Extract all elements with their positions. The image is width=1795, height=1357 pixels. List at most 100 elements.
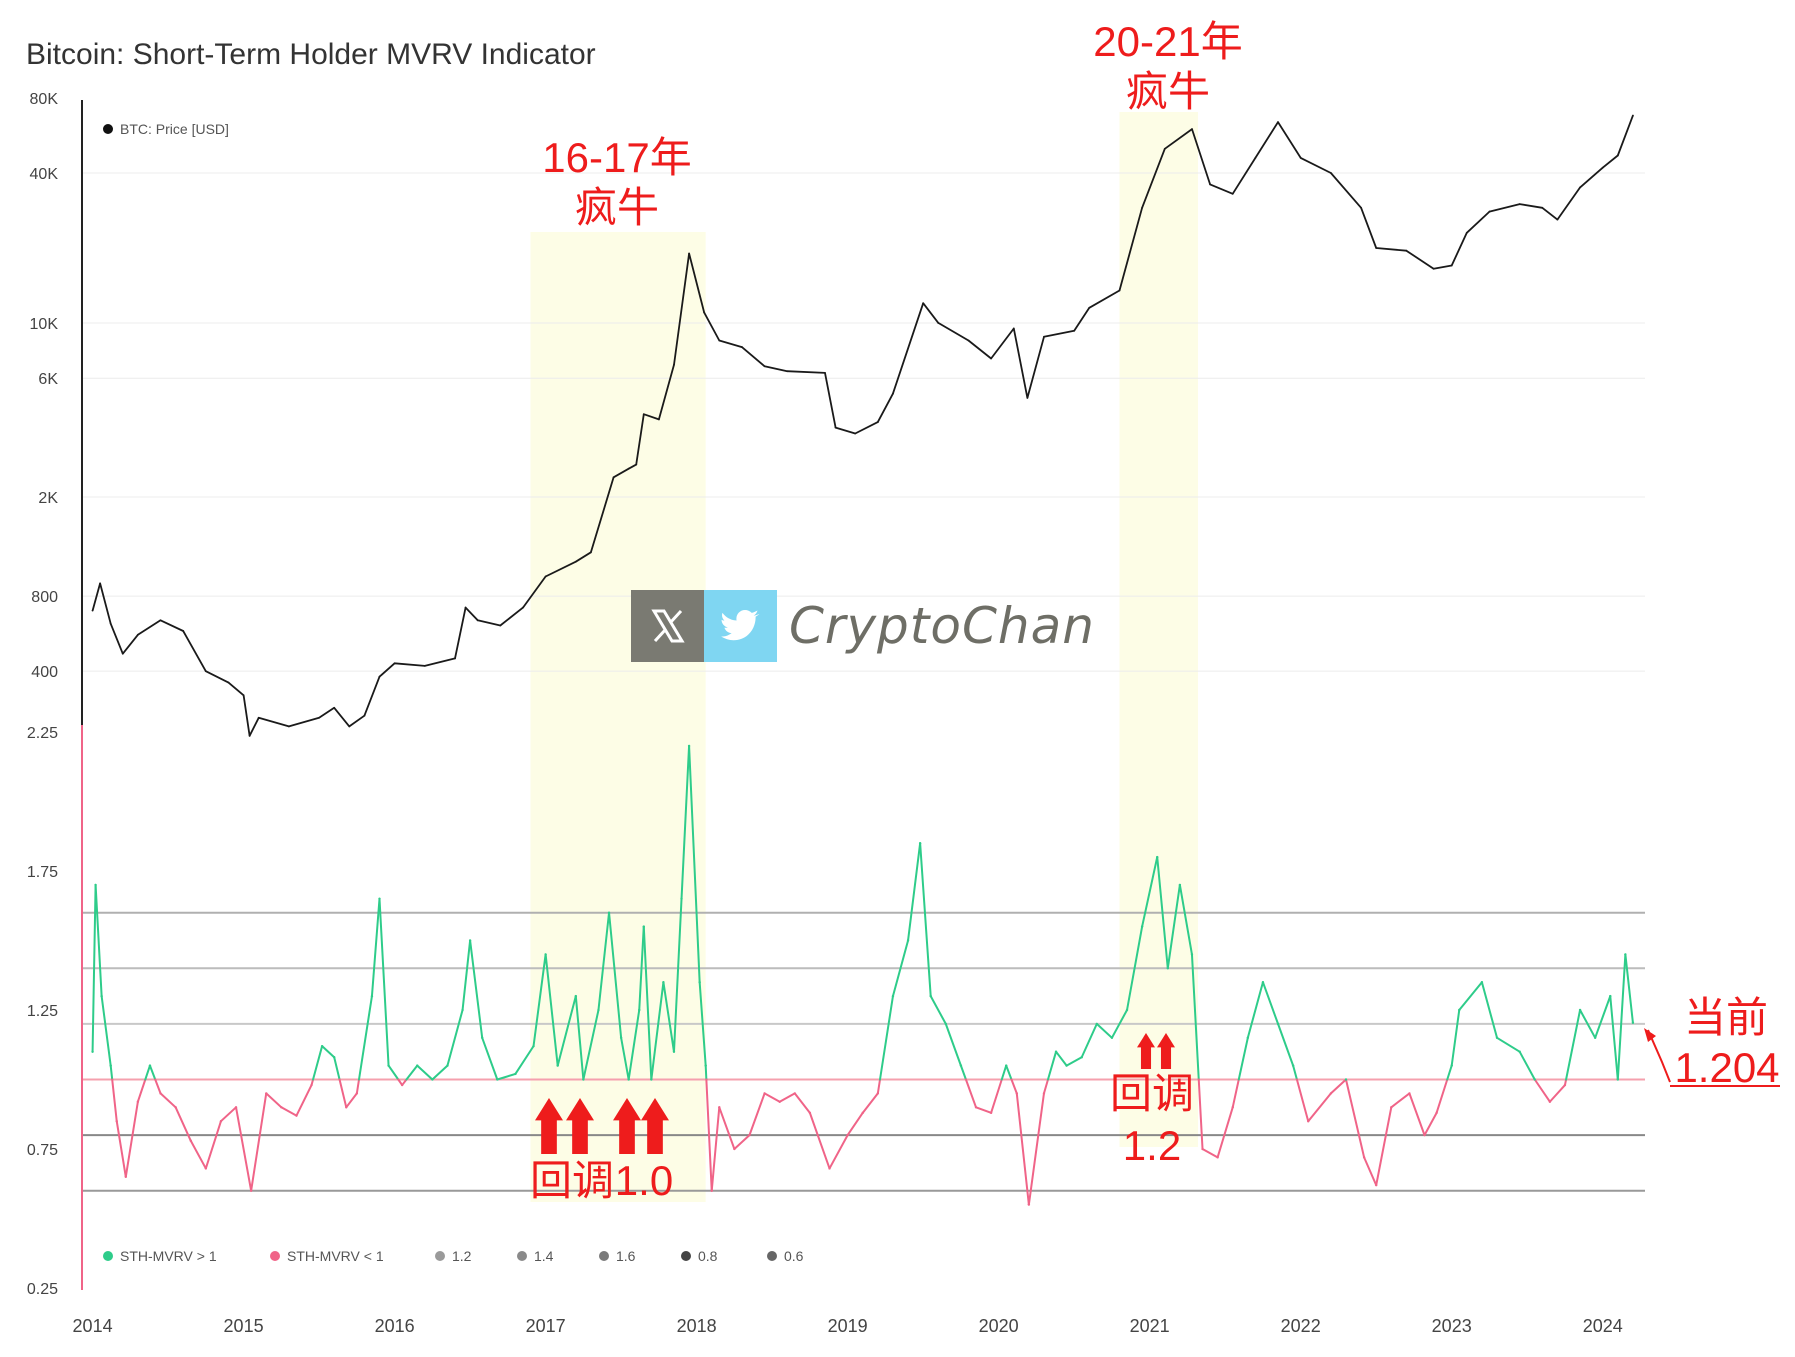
- price-point: [454, 657, 456, 660]
- mvrv-segment-below: [1197, 1078, 1204, 1150]
- mvrv-point: [1291, 1064, 1295, 1067]
- mvrv-segment-below: [1027, 1092, 1045, 1206]
- mvrv-reference-lines: [82, 911, 1645, 1192]
- mvrv-segment-above: [1156, 856, 1169, 970]
- mvrv-point: [1609, 994, 1612, 998]
- price-point: [741, 346, 743, 348]
- mvrv-segment-above: [1450, 1009, 1461, 1067]
- mvrv-segment-above: [321, 1045, 336, 1059]
- price-tick-label: 80K: [30, 91, 59, 108]
- mvrv-legend-label: 1.2: [452, 1248, 472, 1264]
- mvrv-segment-above: [1446, 1064, 1453, 1081]
- price-point: [590, 551, 592, 554]
- mvrv-segment-above: [698, 981, 707, 1067]
- price-point: [1088, 306, 1091, 309]
- mvrv-point: [582, 1078, 585, 1081]
- mvrv-point: [1563, 1083, 1567, 1087]
- mvrv-point: [861, 1111, 864, 1115]
- x-tick-label: 2021: [1130, 1316, 1170, 1336]
- price-point: [159, 619, 162, 622]
- mvrv-point: [1480, 981, 1484, 984]
- mvrv-segment-below: [763, 1092, 781, 1103]
- mvrv-segment-below: [1548, 1084, 1566, 1103]
- mvrv-segment-above: [879, 995, 894, 1081]
- mvrv-point: [174, 1106, 177, 1109]
- mvrv-segment-above: [387, 1064, 400, 1081]
- mvrv-point: [556, 1064, 559, 1067]
- mvrv-point: [204, 1167, 208, 1170]
- bull-label-2017-sub: 疯牛: [575, 184, 659, 231]
- mvrv-segment-above: [907, 842, 922, 942]
- mvrv-segment-below: [1533, 1078, 1551, 1103]
- price-point: [1601, 166, 1604, 169]
- mvrv-point: [763, 1092, 766, 1095]
- mvrv-point: [944, 1022, 948, 1026]
- current-label: 当前: [1684, 994, 1768, 1041]
- mvrv-segment-below: [136, 1078, 147, 1103]
- price-gridlines: [82, 172, 1645, 672]
- price-point: [657, 418, 660, 421]
- pullback-arrow: [1157, 1033, 1175, 1069]
- mvrv-point: [1390, 1106, 1393, 1109]
- mvrv-legend-label: STH-MVRV > 1: [120, 1248, 217, 1264]
- price-point: [1163, 147, 1166, 150]
- mvrv-segment-above: [378, 897, 390, 1067]
- mvrv-point: [1495, 1036, 1499, 1040]
- mvrv-point: [159, 1092, 162, 1095]
- price-point: [1541, 206, 1544, 209]
- mvrv-point: [468, 939, 472, 942]
- mvrv-point: [1450, 1064, 1453, 1067]
- mvrv-point: [1593, 1036, 1597, 1040]
- mvrv-segment-below: [828, 1134, 849, 1170]
- mvrv-segment-above: [1065, 1056, 1083, 1067]
- mvrv-point: [929, 994, 932, 998]
- mvrv-segment-above: [1292, 1064, 1298, 1081]
- price-point: [786, 370, 789, 373]
- mvrv-segment-below: [846, 1111, 864, 1137]
- price-tick-label: 40K: [30, 166, 59, 183]
- legend-dot: [767, 1251, 777, 1261]
- price-point: [1329, 172, 1332, 174]
- mvrv-point: [1201, 1147, 1204, 1151]
- mvrv-segment-above: [1190, 953, 1200, 1081]
- mvrv-point: [1261, 981, 1265, 984]
- mvrv-segment-above: [556, 995, 577, 1067]
- mvrv-segment-above: [416, 1064, 434, 1081]
- mvrv-point: [1307, 1120, 1310, 1123]
- mvrv-point: [345, 1106, 348, 1109]
- bull-highlights: [530, 112, 1198, 1202]
- mvrv-tick-label: 2.25: [27, 725, 58, 742]
- mvrv-segment-above: [891, 939, 910, 998]
- price-point: [182, 630, 185, 632]
- mvrv-segment-below: [280, 1106, 298, 1117]
- mvrv-point: [387, 1064, 390, 1067]
- mvrv-point: [1005, 1064, 1008, 1067]
- price-point: [673, 363, 675, 366]
- mvrv-point: [1533, 1078, 1536, 1081]
- mvrv-segment-below: [1344, 1078, 1366, 1159]
- mvrv-point: [1095, 1022, 1099, 1026]
- mvrv-segment-above: [370, 897, 381, 998]
- mvrv-point: [124, 1175, 127, 1179]
- mvrv-point: [1080, 1056, 1083, 1059]
- legends: BTC: Price [USD] STH-MVRV > 1 STH-MVRV < 1…: [103, 121, 804, 1264]
- bull-label-2017: 16-17年: [542, 134, 691, 181]
- mvrv-segment-above: [944, 1022, 962, 1067]
- mvrv-segment-below: [705, 1078, 713, 1192]
- bull-label-2021-sub: 疯牛: [1126, 68, 1210, 115]
- mvrv-segment-above: [148, 1064, 157, 1081]
- price-point: [1360, 206, 1362, 209]
- mvrv-point: [332, 1056, 336, 1059]
- mvrv-point: [642, 925, 645, 928]
- x-tick-label: 2018: [677, 1316, 717, 1336]
- x-tick-label: 2024: [1583, 1316, 1623, 1336]
- mvrv-point: [1518, 1050, 1521, 1053]
- mvrv-segment-above: [481, 1036, 499, 1081]
- mvrv-segment-above: [333, 1056, 341, 1081]
- price-point: [227, 681, 230, 684]
- price-tick-label: 6K: [38, 371, 58, 388]
- mvrv-point: [698, 981, 701, 984]
- mvrv-segment-above: [1055, 1050, 1068, 1067]
- mvrv-segment-above: [431, 1064, 449, 1081]
